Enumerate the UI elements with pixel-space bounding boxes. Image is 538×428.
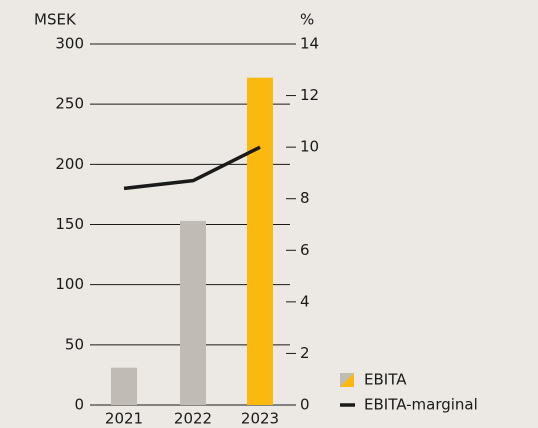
y-tick-label: 50 <box>65 335 84 353</box>
y-tick-label: 250 <box>55 95 84 113</box>
y2-tick-label: 10 <box>300 138 319 156</box>
y-tick-label: 150 <box>55 215 84 233</box>
legend-label: EBITA-marginal <box>364 396 478 414</box>
bar <box>111 367 137 405</box>
bar <box>247 77 273 406</box>
y2-tick-label: 8 <box>300 189 310 207</box>
y-tick-label: 100 <box>55 275 84 293</box>
x-tick-label: 2021 <box>105 410 143 428</box>
y2-tick-label: 4 <box>300 292 310 310</box>
y2-axis-label: % <box>300 11 314 29</box>
y-tick-label: 0 <box>74 396 84 414</box>
y2-tick-label: 2 <box>300 344 310 362</box>
x-tick-label: 2022 <box>174 410 212 428</box>
line <box>123 145 261 191</box>
y2-tick-label: 14 <box>300 35 319 53</box>
y2-tick-label: 12 <box>300 86 319 104</box>
y-tick-label: 300 <box>55 35 84 53</box>
y2-tick-label: 0 <box>300 396 310 414</box>
y-axis-label: MSEK <box>34 11 77 29</box>
y2-tick-label: 6 <box>300 241 310 259</box>
legend-label: EBITA <box>364 371 407 389</box>
bar <box>180 220 206 405</box>
legend-swatch <box>340 373 354 387</box>
x-tick-label: 2023 <box>241 410 279 428</box>
y-tick-label: 200 <box>55 155 84 173</box>
